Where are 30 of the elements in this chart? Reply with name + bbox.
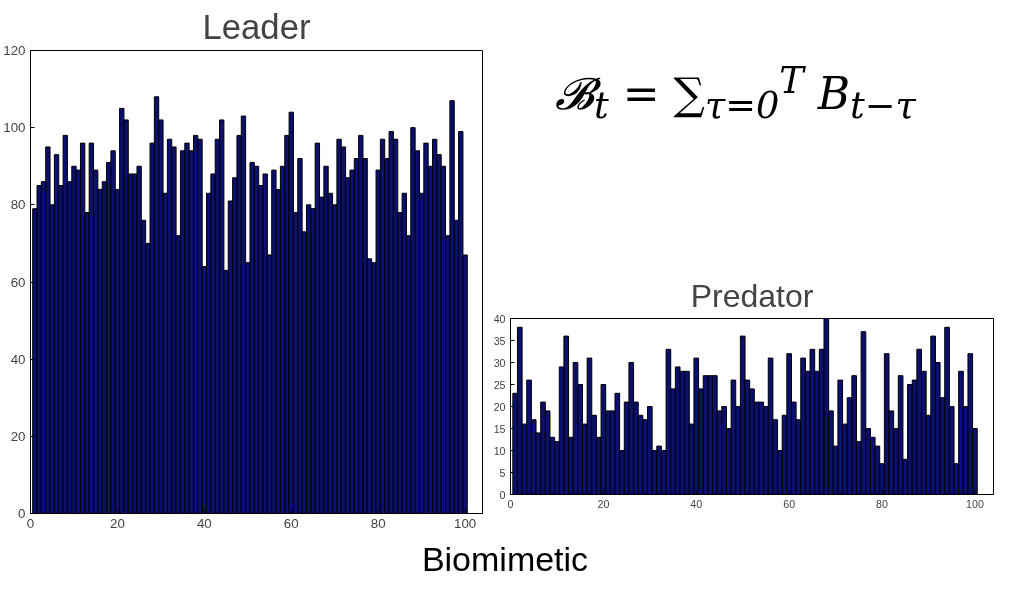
y-tick-label: 35 [493, 334, 506, 347]
y-tick-label: 40 [493, 312, 506, 325]
x-tick-label: 40 [196, 515, 212, 531]
y-tick-label: 60 [10, 274, 26, 290]
x-tick-label: 40 [690, 497, 703, 510]
y-tick-label: 120 [3, 43, 26, 58]
x-tick-label: 100 [454, 515, 477, 531]
x-tick-label: 80 [370, 515, 386, 531]
x-tick-label: 0 [507, 497, 514, 510]
y-tick-label: 10 [493, 444, 506, 457]
y-tick-label: 30 [493, 356, 506, 369]
y-tick-label: 25 [493, 378, 506, 391]
text: Biomimetic [420, 539, 590, 580]
chart-title: Leader [202, 7, 311, 46]
x-tick-label: 20 [110, 515, 125, 531]
y-tick-label: 0 [499, 488, 506, 501]
x-tick-label: 60 [283, 515, 299, 531]
x-tick-label: 80 [876, 497, 889, 510]
y-tick-label: 15 [493, 422, 506, 435]
y-tick-label: 40 [10, 351, 26, 367]
x-tick-label: 100 [966, 497, 984, 510]
text: 𝓑$_{t}$ = ∑$_{τ=0}$$^{T}$ B$_{t−τ}$ [554, 58, 916, 130]
x-tick-label: 20 [597, 497, 610, 510]
y-tick-label: 20 [10, 428, 26, 444]
y-tick-label: 20 [493, 400, 506, 413]
y-tick-label: 80 [10, 197, 26, 213]
y-tick-label: 100 [3, 120, 26, 136]
y-tick-label: 5 [499, 466, 506, 479]
chart-title: Predator [690, 277, 814, 314]
x-tick-label: 60 [783, 497, 796, 510]
